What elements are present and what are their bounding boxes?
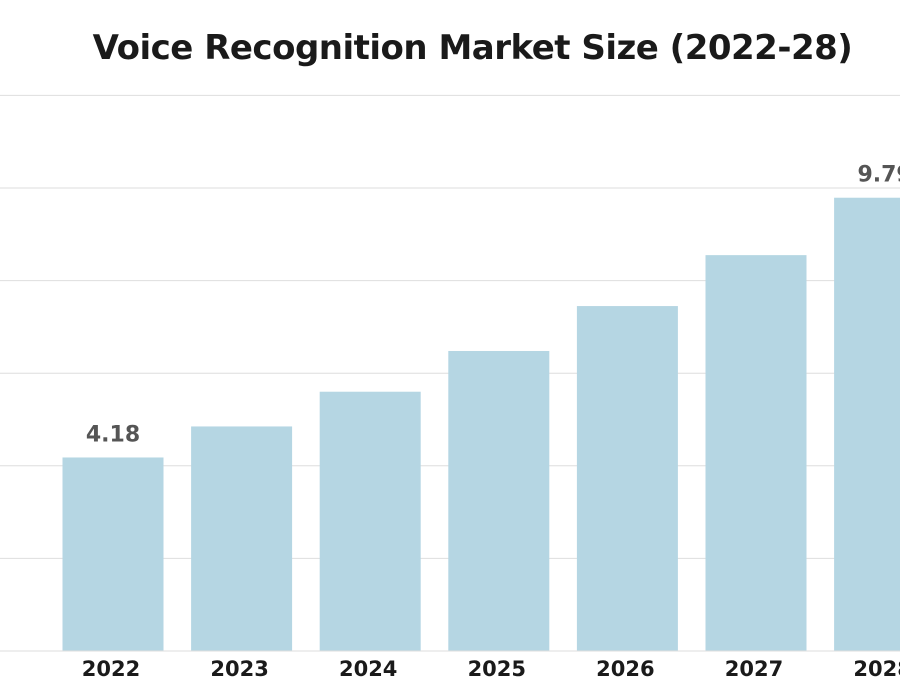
x-tick-label-2022: 2022 <box>82 657 140 681</box>
chart-title: Voice Recognition Market Size (2022-28) <box>92 28 853 68</box>
x-tick-label-2025: 2025 <box>468 657 526 681</box>
x-tick-label-2026: 2026 <box>596 657 654 681</box>
data-label-2022: 4.18 <box>86 422 140 447</box>
x-tick-label-2024: 2024 <box>339 657 397 681</box>
bar-2026 <box>576 306 678 651</box>
x-tick-label-2023: 2023 <box>210 657 268 681</box>
bar-2024 <box>319 391 421 651</box>
x-tick-label-2028: 2028 <box>853 657 900 681</box>
bar-2023 <box>191 426 293 651</box>
bar-2025 <box>448 350 550 651</box>
bar-2027 <box>705 255 807 651</box>
bar-2028 <box>834 197 900 651</box>
bar-2022 <box>62 457 164 651</box>
x-tick-label-2027: 2027 <box>725 657 783 681</box>
data-label-2028: 9.79 <box>857 163 900 188</box>
